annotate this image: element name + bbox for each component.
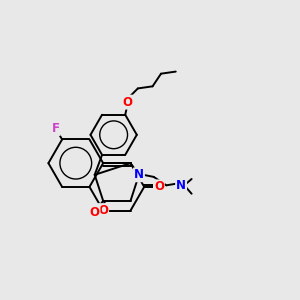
Text: N: N: [134, 168, 144, 181]
Text: O: O: [98, 204, 108, 217]
Text: O: O: [89, 206, 100, 219]
Text: N: N: [176, 179, 186, 192]
Text: O: O: [122, 96, 132, 109]
Text: F: F: [52, 122, 60, 135]
Text: O: O: [154, 180, 164, 194]
